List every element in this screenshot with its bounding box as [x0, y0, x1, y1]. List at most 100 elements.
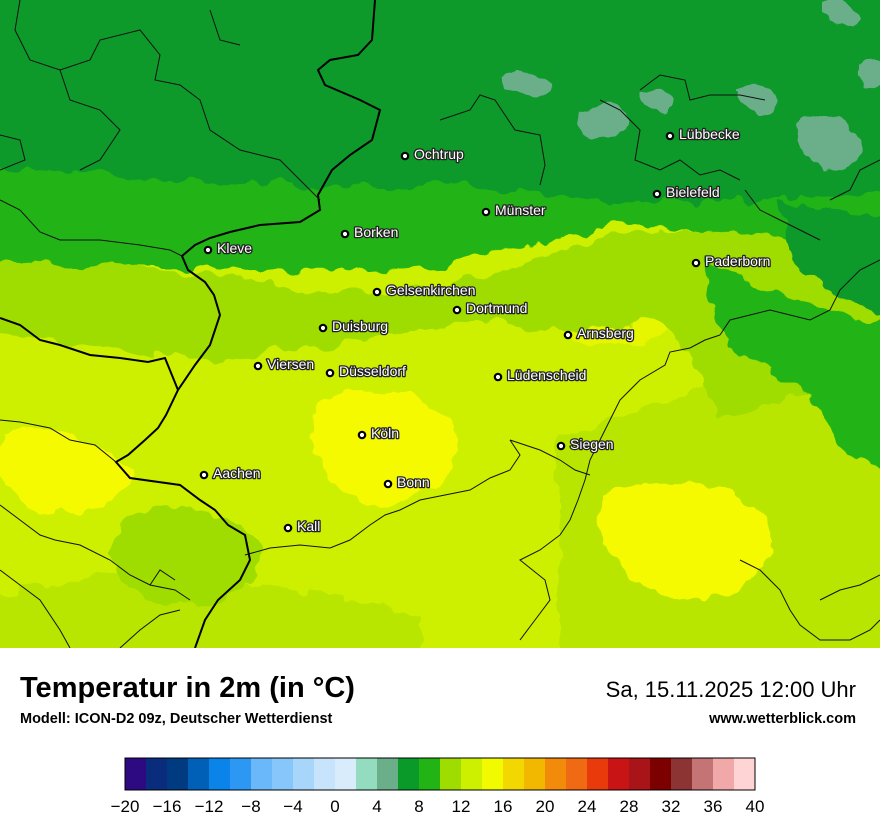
svg-text:Köln: Köln	[371, 425, 399, 441]
regional-borders	[0, 0, 880, 648]
svg-text:Aachen: Aachen	[213, 465, 260, 481]
zone-light-green	[0, 230, 880, 420]
colorbar-cell	[461, 758, 483, 790]
colorbar-cell	[734, 758, 756, 790]
colorbar-cell	[713, 758, 735, 790]
svg-text:Dortmund: Dortmund	[466, 300, 527, 316]
svg-text:Duisburg: Duisburg	[332, 318, 388, 334]
zone-yellow-south	[598, 481, 772, 600]
zone-teal-5	[858, 58, 880, 88]
colorbar-tick-label: 0	[330, 797, 339, 816]
website-link[interactable]: www.wetterblick.com	[709, 711, 856, 727]
svg-text:Siegen: Siegen	[570, 436, 614, 452]
colorbar-cell	[314, 758, 336, 790]
zone-teal-6	[640, 89, 669, 111]
svg-text:Lübbecke: Lübbecke	[679, 126, 740, 142]
colorbar-cell	[398, 758, 420, 790]
colorbar-cell	[650, 758, 672, 790]
map-title: Temperatur in 2m (in °C)	[20, 672, 355, 704]
svg-text:Borken: Borken	[354, 224, 398, 240]
colorbar-cell	[356, 758, 378, 790]
colorbar-cell	[566, 758, 588, 790]
colorbar-tick-label: 20	[536, 797, 555, 816]
forecast-datetime: Sa, 15.11.2025 12:00 Uhr	[605, 677, 856, 702]
city-muenster[interactable]: Münster	[481, 201, 547, 219]
colorbar-cell	[335, 758, 357, 790]
zone-yellow-west	[0, 427, 132, 513]
colorbar-cell	[671, 758, 693, 790]
svg-text:Bielefeld: Bielefeld	[666, 184, 720, 200]
colorbar-tick-label: 36	[704, 797, 723, 816]
city-aachen[interactable]: Aachen	[199, 464, 262, 482]
svg-text:Ochtrup: Ochtrup	[414, 146, 464, 162]
city-viersen[interactable]: Viersen	[253, 355, 316, 373]
zone-teal-1	[500, 70, 550, 96]
svg-text:Paderborn: Paderborn	[705, 253, 770, 269]
colorbar-cell	[608, 758, 630, 790]
zone-teal-7	[820, 0, 860, 27]
city-paderborn[interactable]: Paderborn	[691, 252, 772, 270]
city-ochtrup[interactable]: Ochtrup	[400, 145, 465, 163]
colorbar-tick-label: 24	[578, 797, 597, 816]
colorbar-tick-label: −8	[241, 797, 260, 816]
colorbar-cell	[146, 758, 168, 790]
svg-text:Kall: Kall	[297, 518, 320, 534]
colorbar-frame	[124, 757, 756, 791]
colorbar-cell	[230, 758, 252, 790]
colorbar-tick-label: 12	[452, 797, 471, 816]
colorbar-cell	[440, 758, 462, 790]
svg-text:Gelsenkirchen: Gelsenkirchen	[386, 282, 476, 298]
svg-text:Arnsberg: Arnsberg	[577, 325, 634, 341]
city-luedenscheid[interactable]: Lüdenscheid	[493, 366, 588, 384]
zone-teal-3	[796, 116, 862, 171]
city-borken[interactable]: Borken	[340, 223, 400, 241]
colorbar-cell	[167, 758, 189, 790]
colorbar-cell	[587, 758, 609, 790]
zone-teal-2	[575, 105, 630, 136]
colorbar-cell	[251, 758, 273, 790]
colorbar-tick-label: 40	[746, 797, 765, 816]
svg-text:Viersen: Viersen	[267, 356, 314, 372]
model-info: Modell: ICON-D2 09z, Deutscher Wetterdie…	[20, 711, 333, 727]
colorbar-cell	[524, 758, 546, 790]
colorbar-cell	[503, 758, 525, 790]
colorbar-cell	[125, 758, 147, 790]
svg-text:Münster: Münster	[495, 202, 546, 218]
international-border	[114, 0, 382, 648]
colorbar-cell	[188, 758, 210, 790]
colorbar-tick-label: −16	[153, 797, 182, 816]
zone-green-east	[700, 260, 880, 473]
zone-teal-4	[740, 87, 779, 116]
city-kall[interactable]: Kall	[283, 517, 322, 535]
svg-text:Kleve: Kleve	[217, 240, 252, 256]
city-koeln[interactable]: Köln	[357, 424, 400, 442]
zone-yellow-cologne	[313, 389, 457, 505]
svg-text:Düsseldorf: Düsseldorf	[339, 363, 406, 379]
colorbar-tick-label: −4	[283, 797, 302, 816]
city-arnsberg[interactable]: Arnsberg	[563, 324, 635, 342]
zone-light-green-southwest	[0, 571, 420, 648]
colorbar-cell	[209, 758, 231, 790]
city-luebbecke[interactable]: Lübbecke	[665, 125, 741, 143]
colorbar-cell	[272, 758, 294, 790]
zone-green-eifel	[112, 509, 262, 606]
colorbar-cells	[125, 758, 756, 790]
city-kleve[interactable]: Kleve	[203, 239, 254, 257]
colorbar-cell	[629, 758, 651, 790]
colorbar-cell	[377, 758, 399, 790]
colorbar-tick-label: −12	[195, 797, 224, 816]
city-bonn[interactable]: Bonn	[383, 473, 431, 491]
city-siegen[interactable]: Siegen	[556, 435, 615, 453]
colorbar-tick-label: 16	[494, 797, 513, 816]
city-gelsenkirchen[interactable]: Gelsenkirchen	[372, 281, 477, 299]
city-duisburg[interactable]: Duisburg	[318, 317, 389, 335]
city-dortmund[interactable]: Dortmund	[452, 299, 529, 317]
colorbar-tick-label: 8	[414, 797, 423, 816]
city-bielefeld[interactable]: Bielefeld	[652, 183, 721, 201]
city-duesseldorf[interactable]: Düsseldorf	[325, 362, 407, 380]
colorbar-cell	[419, 758, 441, 790]
colorbar-ticks: −20 −16 −12 −8 −4 0 4 8 12 16 20 24 28 32 36 40	[111, 797, 765, 816]
zone-dark-green	[0, 0, 880, 202]
temperature-field	[0, 0, 880, 648]
svg-text:Lüdenscheid: Lüdenscheid	[507, 367, 586, 383]
